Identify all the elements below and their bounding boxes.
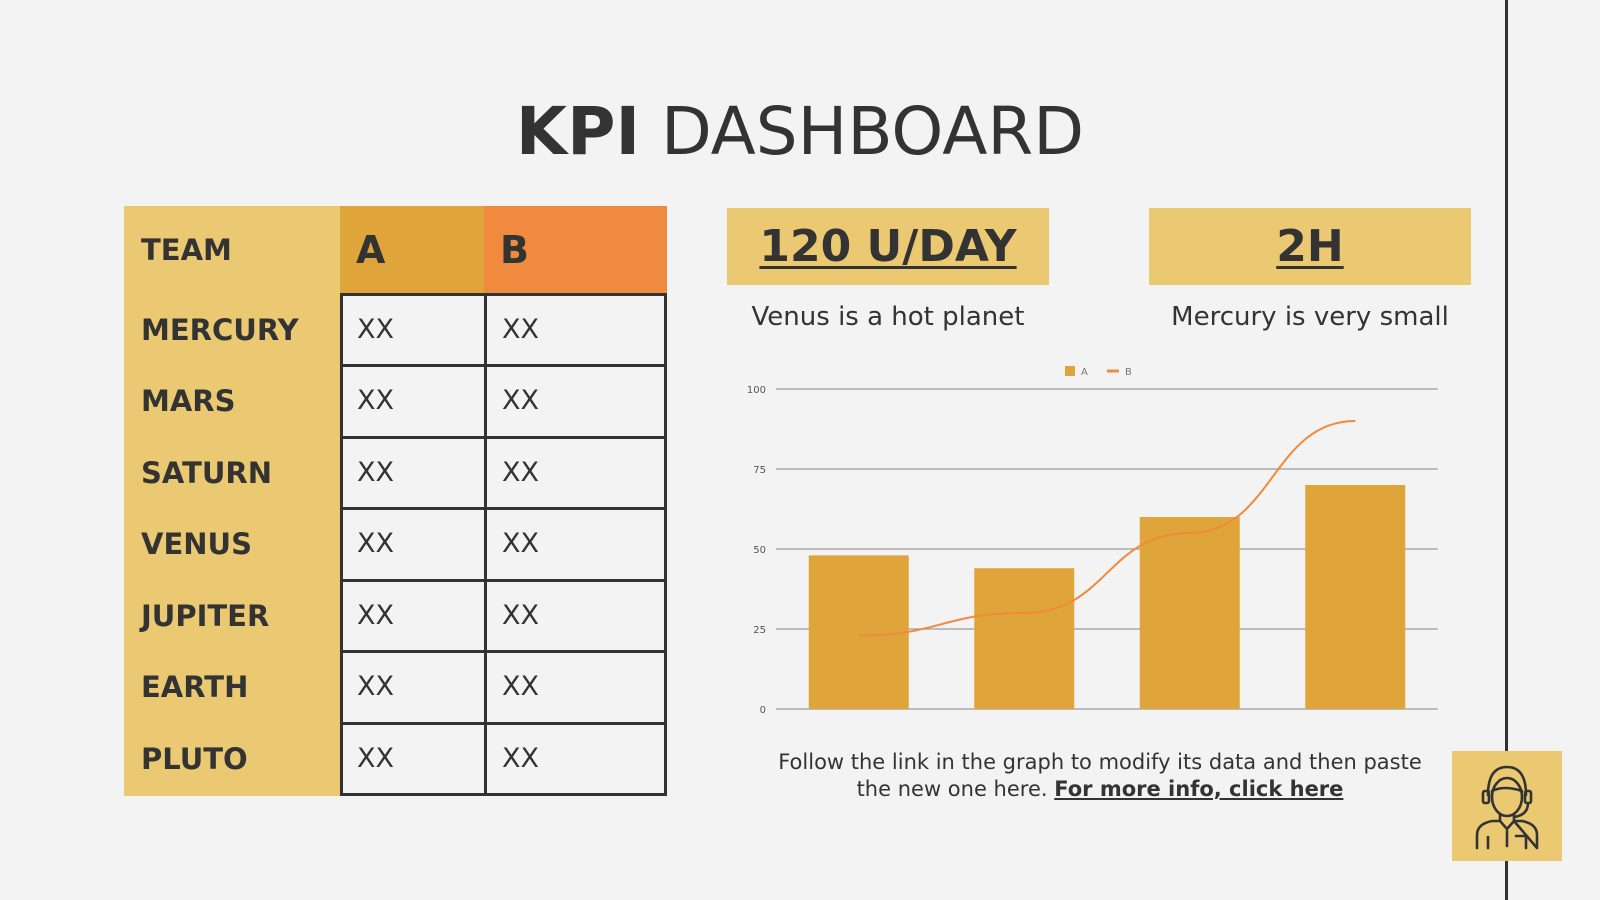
kpi-chart[interactable]: 0 25 50 75 100 A B	[740, 365, 1440, 720]
right-divider-line	[1505, 0, 1508, 900]
table-grid	[340, 293, 667, 796]
y-tick-label: 0	[760, 705, 766, 716]
table-cell-a: XX	[357, 314, 394, 345]
kpi-caption-units: Venus is a hot planet	[751, 302, 1025, 332]
legend-swatch-a	[1065, 366, 1075, 376]
table-cell-a: XX	[357, 743, 394, 774]
y-tick-label: 75	[753, 465, 766, 476]
team-name: JUPITER	[141, 599, 270, 633]
table-row-divider	[340, 364, 667, 367]
legend-label-b: B	[1125, 367, 1132, 378]
column-a-label: A	[356, 228, 386, 272]
page-title: KPI DASHBOARD	[0, 92, 1600, 172]
bar-a	[974, 568, 1075, 709]
table-cell-a: XX	[357, 600, 394, 631]
bar-a	[1139, 517, 1240, 709]
table-cell-a: XX	[357, 671, 394, 702]
table-cell-b: XX	[502, 314, 539, 345]
team-column	[124, 206, 340, 796]
team-name: PLUTO	[141, 742, 248, 776]
kpi-card-units: 120 U/DAY	[727, 208, 1049, 285]
avatar-box	[1452, 751, 1562, 861]
table-cell-b: XX	[502, 600, 539, 631]
series-b-line	[858, 420, 1356, 637]
table-cell-b: XX	[502, 385, 539, 416]
table-row-divider	[340, 436, 667, 439]
team-name: MERCURY	[141, 313, 299, 347]
bar-a	[1305, 485, 1406, 709]
table-cell-b: XX	[502, 743, 539, 774]
chart-note: Follow the link in the graph to modify i…	[760, 749, 1440, 803]
table-cell-b: XX	[502, 457, 539, 488]
more-info-link[interactable]: For more info, click here	[1054, 777, 1344, 801]
kpi-caption-hours: Mercury is very small	[1171, 302, 1449, 332]
table-row-divider	[340, 722, 667, 725]
team-name: SATURN	[141, 456, 273, 490]
table-row-divider	[340, 579, 667, 582]
table-cell-a: XX	[357, 385, 394, 416]
table-row-divider	[340, 650, 667, 653]
bar-a	[808, 555, 909, 709]
column-b-label: B	[500, 228, 529, 272]
legend-label-a: A	[1081, 367, 1088, 378]
title-rest: DASHBOARD	[640, 93, 1085, 170]
team-name: VENUS	[141, 527, 252, 561]
chart-note-text: Follow the link in the graph to modify i…	[778, 750, 1422, 801]
column-header-b: B	[484, 206, 667, 293]
title-strong: KPI	[515, 93, 640, 170]
table-cell-b: XX	[502, 671, 539, 702]
table-cell-a: XX	[357, 457, 394, 488]
y-tick-label: 25	[753, 625, 766, 636]
table-cell-a: XX	[357, 528, 394, 559]
table-row-divider	[340, 507, 667, 510]
table-cell-b: XX	[502, 528, 539, 559]
support-agent-icon	[1475, 765, 1539, 850]
y-tick-label: 50	[753, 545, 766, 556]
team-name: EARTH	[141, 670, 249, 704]
column-header-a: A	[340, 206, 484, 293]
kpi-card-hours: 2H	[1149, 208, 1471, 285]
team-header: TEAM	[141, 233, 232, 267]
y-tick-label: 100	[747, 385, 766, 396]
team-name: MARS	[141, 384, 236, 418]
table-column-divider	[484, 293, 487, 796]
